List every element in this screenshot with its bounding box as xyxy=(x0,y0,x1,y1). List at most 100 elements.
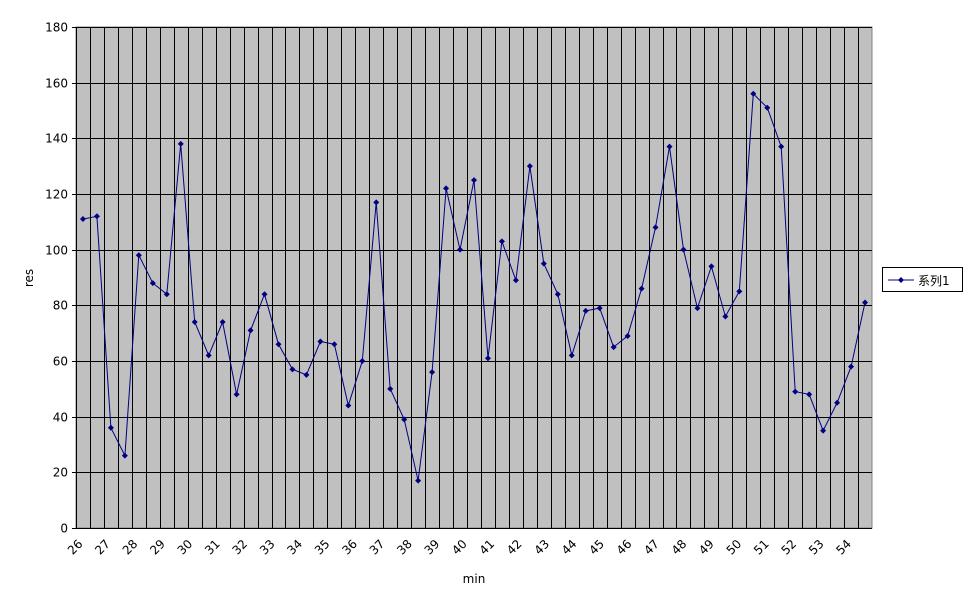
data-point xyxy=(317,338,324,345)
data-point xyxy=(443,185,450,192)
x-tick-label: 28 xyxy=(120,537,141,558)
legend-box xyxy=(882,267,963,292)
x-tick-label: 29 xyxy=(147,537,168,558)
y-tick-label: 60 xyxy=(53,355,68,369)
plot-area xyxy=(75,26,873,529)
data-point xyxy=(331,341,338,348)
data-point xyxy=(610,344,617,351)
data-point xyxy=(415,477,422,484)
data-point xyxy=(387,385,394,392)
legend-label: 系列1 xyxy=(918,274,950,288)
x-tick-label: 39 xyxy=(422,537,443,558)
data-point xyxy=(135,252,142,259)
x-tick-label: 52 xyxy=(778,537,799,558)
x-tick-label: 27 xyxy=(92,537,113,558)
y-axis-title: res xyxy=(22,269,36,287)
data-point xyxy=(149,280,156,287)
data-point xyxy=(512,277,519,284)
data-point xyxy=(219,319,226,326)
data-point xyxy=(596,305,603,312)
x-tick-label: 49 xyxy=(696,537,717,558)
x-tick-label: 44 xyxy=(559,537,580,558)
y-tick-label: 80 xyxy=(53,299,68,313)
x-tick-label: 47 xyxy=(641,537,662,558)
data-point xyxy=(261,291,268,298)
data-point xyxy=(401,416,408,423)
data-point xyxy=(680,246,687,253)
y-tick-label: 160 xyxy=(45,77,68,91)
data-point xyxy=(471,177,477,184)
x-tick-label: 30 xyxy=(175,537,196,558)
x-tick-label: 36 xyxy=(339,537,360,558)
x-tick-label: 40 xyxy=(449,537,470,558)
data-point xyxy=(107,424,114,431)
x-tick-label: 32 xyxy=(230,537,251,558)
horizontal-gridlines xyxy=(76,27,872,473)
x-tick-label: 41 xyxy=(477,537,498,558)
data-point xyxy=(694,305,701,312)
y-tick-label: 120 xyxy=(45,188,68,202)
legend: 系列1 xyxy=(882,267,963,292)
y-tick-label: 140 xyxy=(45,132,68,146)
data-point xyxy=(820,427,827,434)
data-point xyxy=(638,285,645,292)
data-point xyxy=(247,327,254,334)
y-tick-label: 40 xyxy=(53,411,68,425)
x-tick-label: 38 xyxy=(394,537,415,558)
x-tick-label: 26 xyxy=(65,537,86,558)
data-point xyxy=(568,352,575,359)
data-point xyxy=(429,369,436,376)
x-axis-title: min xyxy=(463,572,486,586)
y-tick-label: 100 xyxy=(45,244,68,258)
data-point xyxy=(806,391,813,398)
x-tick-label: 42 xyxy=(504,537,525,558)
data-point xyxy=(275,341,282,348)
x-tick-label: 34 xyxy=(284,537,305,558)
data-point xyxy=(79,216,86,223)
x-tick-label: 50 xyxy=(724,537,745,558)
data-point xyxy=(750,90,757,97)
x-tick-label: 35 xyxy=(312,537,333,558)
data-point xyxy=(498,238,505,245)
y-axis-ticks: 0 20 40 60 80 100 120 140 160 180 xyxy=(45,21,872,536)
vertical-gridlines xyxy=(90,27,859,528)
x-tick-label: 53 xyxy=(806,537,827,558)
data-point xyxy=(848,363,855,370)
data-point xyxy=(177,140,184,147)
data-point xyxy=(834,399,841,406)
data-point xyxy=(303,371,310,378)
x-tick-label: 43 xyxy=(531,537,552,558)
data-point xyxy=(792,388,799,395)
data-point xyxy=(345,402,352,409)
data-point xyxy=(722,313,729,320)
x-tick-label: 48 xyxy=(669,537,690,558)
data-point xyxy=(191,319,198,326)
x-tick-label: 31 xyxy=(202,537,223,558)
data-point xyxy=(554,291,561,298)
x-tick-label: 51 xyxy=(751,537,772,558)
data-point xyxy=(163,291,170,298)
data-point xyxy=(205,352,212,359)
data-point xyxy=(582,307,589,314)
data-point xyxy=(289,366,296,373)
data-point xyxy=(624,332,631,339)
data-point xyxy=(526,163,533,170)
series-group xyxy=(79,90,869,484)
x-tick-label: 45 xyxy=(586,537,607,558)
data-point xyxy=(652,224,659,231)
data-point xyxy=(373,199,380,206)
data-point xyxy=(708,263,715,270)
x-tick-label: 37 xyxy=(367,537,388,558)
data-point xyxy=(666,143,673,150)
x-tick-label: 46 xyxy=(614,537,635,558)
legend-marker xyxy=(898,277,904,283)
x-tick-label: 33 xyxy=(257,537,278,558)
data-point xyxy=(862,299,869,306)
y-tick-label: 180 xyxy=(45,21,68,35)
data-point xyxy=(778,143,785,150)
data-point xyxy=(736,288,743,295)
data-point xyxy=(540,260,547,267)
x-tick-label: 54 xyxy=(833,537,854,558)
data-point xyxy=(764,104,771,111)
